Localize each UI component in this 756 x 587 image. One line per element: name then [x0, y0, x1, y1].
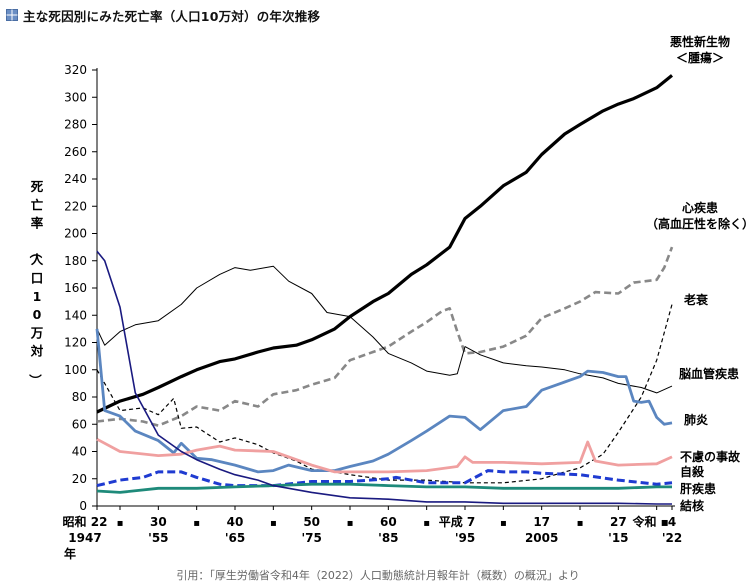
series-label-2: 心疾患: [682, 200, 718, 215]
series-label-8: 肝疾患: [680, 481, 716, 496]
series-label-6: 不慮の事故: [680, 449, 741, 464]
series-label-7: 自殺: [680, 464, 705, 479]
series-label-4: 脳血管疾患: [679, 366, 739, 381]
source-note: 引用：「厚生労働省令和4年（2022）人口動態統計月報年計（概数）の概況」より: [176, 569, 580, 582]
series-line-6: [96, 437, 673, 474]
x-tick-label-bottom: '75: [301, 531, 321, 545]
y-tick-label: 0: [79, 499, 87, 513]
x-tick-label-top: 平成 7: [439, 514, 476, 529]
x-tick-label-top: 27: [610, 515, 627, 529]
y-tick-label: 220: [64, 199, 87, 213]
x-tick-label-bottom: 1947: [68, 531, 101, 545]
x-tick-label-top: 令和 ▪: [632, 514, 669, 529]
series-line-1: [96, 74, 674, 414]
y-tick-label: 120: [64, 336, 87, 350]
x-tick-label-top: ▪: [117, 518, 124, 529]
x-tick-label-top: 60: [380, 515, 397, 529]
grid-icon: [6, 9, 18, 21]
series-label-5: 肺炎: [684, 412, 708, 427]
x-axis-unit-label: 年: [64, 546, 76, 561]
x-tick-label-top: ▪: [193, 518, 200, 529]
y-axis-label: 死亡率（人口 1 0 万対）: [28, 179, 44, 387]
y-tick-label: 260: [64, 145, 87, 159]
x-tick-label-top: ▪: [423, 518, 430, 529]
x-tick-label-top: 4: [668, 515, 676, 529]
y-tick-label: 140: [64, 308, 87, 322]
x-tick-label-bottom: '55: [148, 531, 168, 545]
y-tick-label: 80: [72, 390, 87, 404]
x-tick-label-top: 40: [227, 515, 244, 529]
y-tick-label: 180: [64, 254, 87, 268]
series-line-8: [96, 482, 672, 494]
series-label-9: 結核: [680, 498, 704, 513]
x-tick-label-bottom: '95: [455, 531, 475, 545]
y-tick-label: 320: [64, 63, 87, 77]
x-tick-label-top: 30: [150, 515, 167, 529]
series-label-3: 老衰: [684, 292, 709, 307]
chart-title: 主な死因別にみた死亡率（人口10万対）の年次推移: [23, 8, 321, 24]
y-tick-label: 40: [72, 445, 87, 459]
x-tick-label-bottom: '65: [225, 531, 245, 545]
x-tick-label-top: ▪: [577, 518, 584, 529]
x-tick-label-bottom: '85: [378, 531, 398, 545]
y-tick-label: 160: [64, 281, 87, 295]
series-line-7: [96, 469, 673, 488]
y-tick-label: 60: [72, 417, 87, 431]
x-tick-label-top: ▪: [500, 518, 507, 529]
series-line-4: [96, 265, 673, 394]
series-label-1: ＜腫瘍＞: [676, 50, 724, 65]
x-tick-label-top: 17: [533, 515, 550, 529]
x-tick-label-top: ▪: [347, 518, 354, 529]
series-label-2: （高血圧性を除く）: [646, 216, 754, 231]
x-tick-label-bottom: '15: [608, 531, 628, 545]
y-tick-label: 240: [64, 172, 87, 186]
y-tick-label: 300: [64, 90, 87, 104]
x-tick-label-top: 50: [303, 515, 320, 529]
x-tick-label-bottom: '22: [662, 531, 682, 545]
y-tick-label: 280: [64, 118, 87, 132]
series-label-1: 悪性新生物: [670, 34, 730, 49]
y-tick-label: 20: [72, 472, 87, 486]
y-tick-label: 200: [64, 227, 87, 241]
x-tick-label-top: 昭和 22: [63, 514, 108, 529]
series-line-9: [96, 250, 672, 505]
x-tick-label-bottom: 2005: [525, 531, 558, 545]
y-tick-label: 100: [64, 363, 87, 377]
series-line-2: [96, 246, 674, 427]
chart-title-row: 主な死因別にみた死亡率（人口10万対）の年次推移: [6, 6, 320, 24]
series-line-5: [95, 328, 673, 474]
x-tick-label-top: ▪: [270, 518, 277, 529]
